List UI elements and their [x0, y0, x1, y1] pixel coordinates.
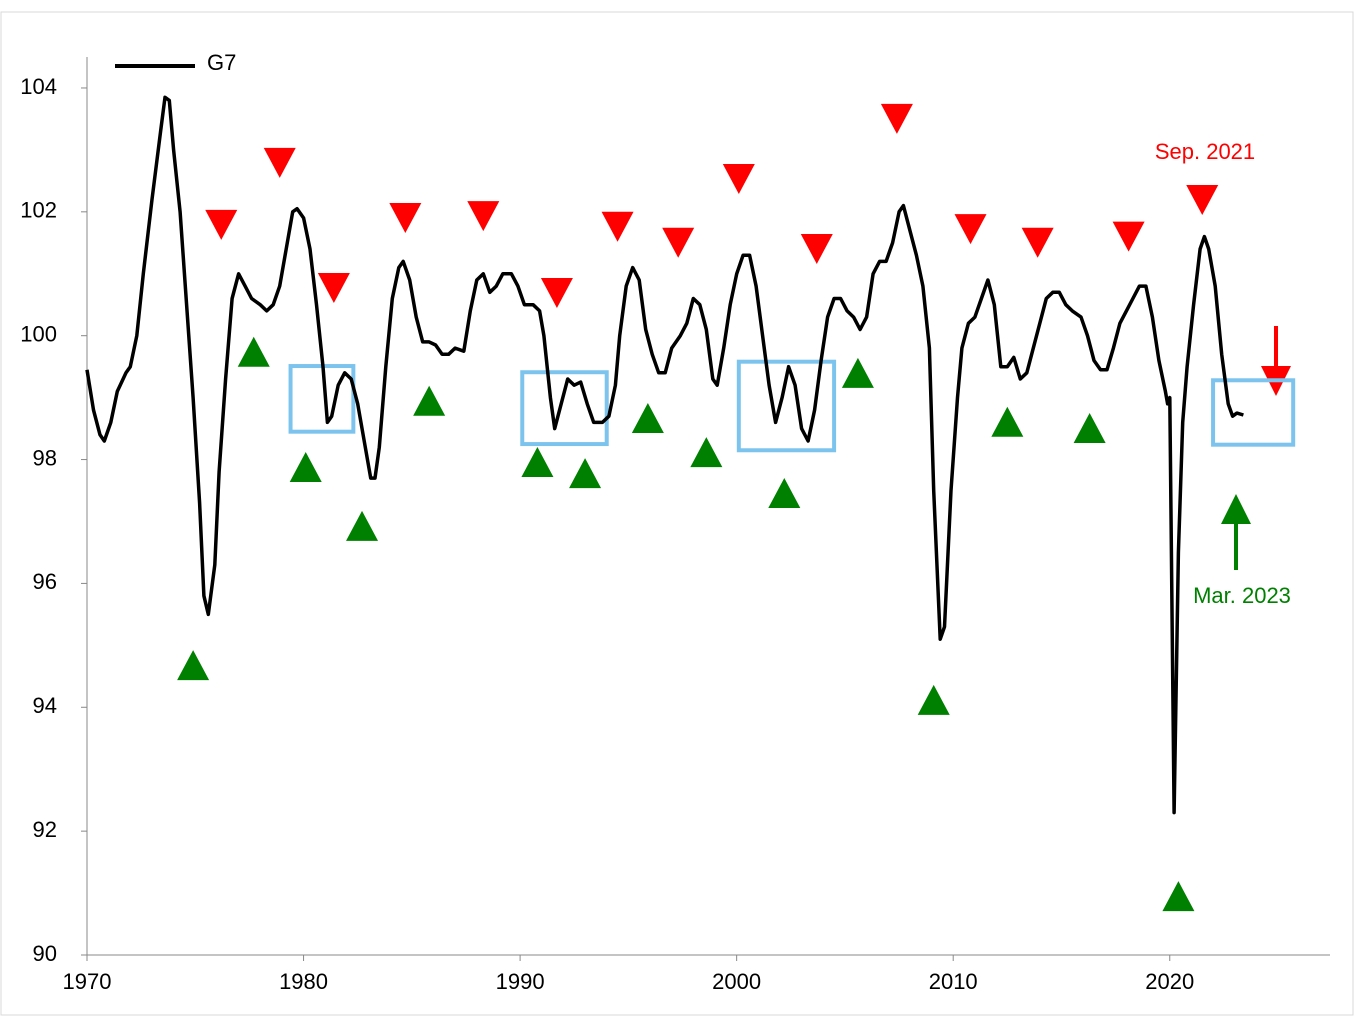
turning-point-marker: [768, 477, 801, 508]
y-tick-label: 92: [33, 817, 57, 842]
turning-point-marker: [880, 103, 913, 134]
turning-point-marker: [263, 147, 296, 178]
turning-point-marker: [1112, 221, 1145, 252]
legend-label: G7: [207, 50, 236, 75]
y-tick-label: 96: [33, 569, 57, 594]
arrow-head: [1221, 494, 1251, 524]
turning-point-marker: [205, 209, 238, 240]
turning-point-marker: [1162, 881, 1195, 912]
turning-point-marker: [800, 233, 833, 264]
highlight-box: [736, 359, 837, 453]
turning-point-marker: [662, 227, 695, 258]
turning-point-marker: [1073, 412, 1106, 443]
y-tick-label: 100: [20, 322, 57, 347]
x-tick-label: 1970: [63, 969, 112, 994]
turning-point-marker: [722, 164, 755, 195]
y-tick-label: 90: [33, 941, 57, 966]
x-tick-label: 1990: [496, 969, 545, 994]
x-tick-label: 1980: [279, 969, 328, 994]
highlight-box: [520, 370, 609, 447]
turning-point-marker: [289, 451, 322, 482]
turning-point-marker: [317, 273, 350, 304]
turning-point-marker: [1186, 185, 1219, 216]
turning-point-marker: [1021, 227, 1054, 258]
turning-point-marker: [690, 437, 723, 468]
turning-point-marker: [841, 357, 874, 388]
y-tick-label: 98: [33, 445, 57, 470]
annotation: Mar. 2023: [1193, 583, 1291, 608]
turning-point-marker: [237, 336, 270, 367]
y-tick-label: 104: [20, 74, 57, 99]
turning-point-marker: [601, 211, 634, 242]
turning-point-marker: [467, 201, 500, 232]
turning-point-marker: [346, 510, 379, 541]
y-tick-label: 102: [20, 198, 57, 223]
turning-point-marker: [521, 447, 554, 478]
x-tick-label: 2010: [929, 969, 978, 994]
turning-point-marker: [631, 403, 664, 434]
turning-point-marker: [540, 277, 573, 308]
highlight-box: [1211, 378, 1296, 447]
turning-point-marker: [917, 684, 950, 715]
turning-point-marker: [991, 406, 1024, 437]
turning-point-marker: [413, 385, 446, 416]
turning-point-marker: [954, 214, 987, 245]
x-tick-label: 2020: [1145, 969, 1194, 994]
chart-border: [0, 11, 1354, 1016]
turning-point-marker: [177, 650, 210, 681]
y-tick-label: 94: [33, 693, 57, 718]
x-tick-label: 2000: [712, 969, 761, 994]
annotation: Sep. 2021: [1155, 139, 1255, 164]
turning-point-marker: [389, 203, 422, 234]
series-line: [85, 95, 1244, 815]
turning-point-marker: [569, 458, 602, 489]
